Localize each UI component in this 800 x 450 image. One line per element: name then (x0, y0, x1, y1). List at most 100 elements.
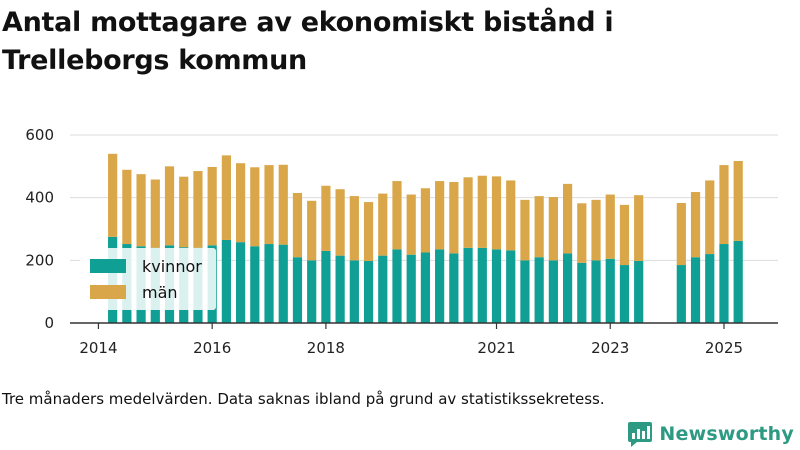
chart-title: Antal mottagare av ekonomiskt bistånd i … (2, 7, 614, 76)
bar-kvinnor (520, 260, 530, 323)
bar-man (193, 171, 203, 248)
bar-kvinnor (506, 250, 516, 323)
bar-man (676, 202, 686, 266)
bar-man (392, 181, 402, 250)
bar-kvinnor (634, 260, 644, 323)
bar-man (733, 161, 743, 241)
legend-swatch-kvinnor (90, 259, 126, 273)
bar-man (264, 165, 274, 245)
bar-man (634, 195, 644, 261)
bar-man (349, 196, 359, 261)
bar-man (520, 199, 530, 261)
bar-man (690, 192, 701, 258)
bar-kvinnor (562, 253, 573, 323)
x-tick-label: 2023 (591, 339, 629, 357)
bar-man (321, 185, 331, 251)
bar-kvinnor (278, 244, 288, 323)
bar-kvinnor (463, 247, 473, 323)
bar-kvinnor (577, 262, 587, 323)
bar-man (435, 181, 445, 250)
bar-man (150, 179, 160, 248)
brand-logo[interactable]: Newsworthy (627, 420, 794, 448)
bar-man (605, 194, 615, 259)
bar-man (236, 163, 246, 243)
x-axis-ticks: 2014 2016 2018 2021 2023 2025 (79, 323, 743, 357)
bar-kvinnor (221, 239, 231, 323)
legend: kvinnor män (80, 248, 216, 310)
y-tick-label: 0 (44, 314, 54, 332)
bar-kvinnor (491, 249, 502, 323)
bar-man (108, 153, 118, 237)
bar-kvinnor (435, 249, 445, 323)
bar-kvinnor (292, 257, 303, 323)
bar-kvinnor (250, 246, 260, 323)
bar-kvinnor (307, 260, 317, 323)
legend-item-man: män (90, 282, 178, 302)
bar-man (136, 174, 146, 247)
bar-man (506, 180, 516, 251)
bar-man (420, 188, 431, 253)
bar-man (292, 192, 303, 258)
x-tick-label: 2018 (307, 339, 345, 357)
bar-man (591, 199, 601, 261)
bar-kvinnor (719, 244, 729, 323)
legend-swatch-man (90, 285, 126, 299)
bar-kvinnor (705, 254, 715, 323)
y-tick-label: 600 (25, 126, 54, 144)
bar-man (491, 176, 502, 250)
bar-kvinnor (733, 240, 743, 323)
bar-man (705, 180, 715, 255)
bar-kvinnor (690, 257, 701, 323)
bar-man (577, 203, 587, 263)
bar-man (207, 166, 217, 246)
bar-man (463, 177, 473, 248)
legend-label-kvinnor: kvinnor (142, 256, 202, 276)
x-tick-label: 2014 (79, 339, 117, 357)
legend-label-man: män (142, 282, 178, 302)
bar-kvinnor (605, 258, 615, 323)
bar-kvinnor (676, 265, 686, 323)
bar-kvinnor (363, 260, 374, 323)
bar-kvinnor (392, 249, 402, 323)
bar-man (562, 183, 573, 254)
bar-man (477, 175, 487, 248)
bar-man (221, 155, 231, 240)
bar-kvinnor (406, 254, 416, 323)
x-tick-label: 2016 (193, 339, 231, 357)
newsworthy-logo-icon (628, 422, 653, 447)
bar-kvinnor (548, 260, 558, 323)
x-tick-label: 2021 (477, 339, 515, 357)
bar-kvinnor (449, 253, 459, 323)
y-tick-label: 400 (25, 189, 54, 207)
bar-kvinnor (321, 250, 331, 323)
bar-man (250, 167, 260, 247)
bar-kvinnor (619, 265, 630, 323)
bar-man (619, 204, 630, 266)
bar-kvinnor (420, 252, 431, 323)
brand-name: Newsworthy (659, 423, 794, 445)
bar-man (719, 165, 729, 245)
legend-item-kvinnor: kvinnor (90, 256, 202, 276)
y-axis-ticks: 0 200 400 600 (25, 126, 54, 332)
bar-kvinnor (591, 260, 601, 323)
bar-man (363, 202, 374, 261)
footnote: Tre månaders medelvärden. Data saknas ib… (2, 390, 605, 408)
bar-kvinnor (477, 247, 487, 323)
bar-man (548, 197, 558, 261)
bar-kvinnor (236, 242, 246, 323)
bar-man (449, 182, 459, 254)
bar-man (378, 193, 388, 256)
bar-man (278, 164, 288, 245)
bar-man (164, 166, 175, 246)
bar-man (406, 194, 416, 255)
bar-man (122, 169, 132, 245)
bar-man (534, 196, 544, 258)
bar-man (179, 176, 189, 248)
bar-kvinnor (534, 257, 544, 323)
y-tick-label: 200 (25, 251, 54, 269)
bar-man (307, 200, 317, 261)
bar-kvinnor (349, 260, 359, 323)
bar-kvinnor (335, 255, 345, 323)
bar-man (335, 189, 345, 256)
